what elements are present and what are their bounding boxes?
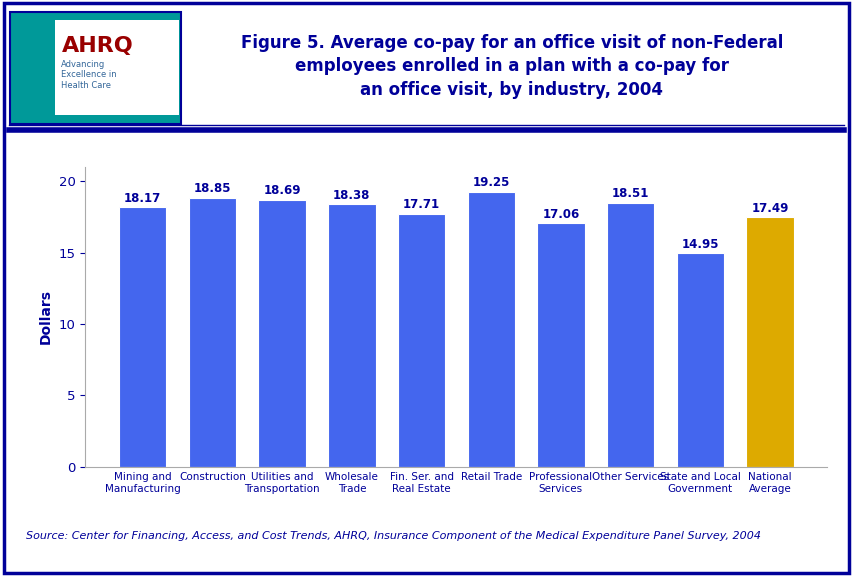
Bar xyxy=(606,203,653,467)
Bar xyxy=(119,207,166,467)
Text: AHRQ: AHRQ xyxy=(61,36,133,56)
Text: 18.69: 18.69 xyxy=(263,184,301,198)
Y-axis label: Dollars: Dollars xyxy=(39,289,53,344)
Text: 19.25: 19.25 xyxy=(472,176,509,190)
Text: 18.38: 18.38 xyxy=(333,189,370,202)
Bar xyxy=(676,253,723,467)
Text: 17.06: 17.06 xyxy=(542,208,579,221)
Text: Advancing
Excellence in
Health Care: Advancing Excellence in Health Care xyxy=(61,60,117,90)
Bar xyxy=(188,198,236,467)
Bar xyxy=(467,192,515,467)
Bar xyxy=(328,204,375,467)
Text: 14.95: 14.95 xyxy=(681,238,718,251)
Text: 18.17: 18.17 xyxy=(124,192,161,205)
Text: Figure 5. Average co-pay for an office visit of non-Federal
employees enrolled i: Figure 5. Average co-pay for an office v… xyxy=(240,33,782,99)
Bar xyxy=(258,200,306,467)
Bar xyxy=(397,214,445,467)
Text: 18.51: 18.51 xyxy=(611,187,648,200)
Text: 17.71: 17.71 xyxy=(402,198,440,211)
Bar xyxy=(537,223,584,467)
Text: 18.85: 18.85 xyxy=(193,182,231,195)
Text: Source: Center for Financing, Access, and Cost Trends, AHRQ, Insurance Component: Source: Center for Financing, Access, an… xyxy=(26,530,760,541)
Bar xyxy=(746,217,792,467)
Text: 17.49: 17.49 xyxy=(751,202,788,214)
